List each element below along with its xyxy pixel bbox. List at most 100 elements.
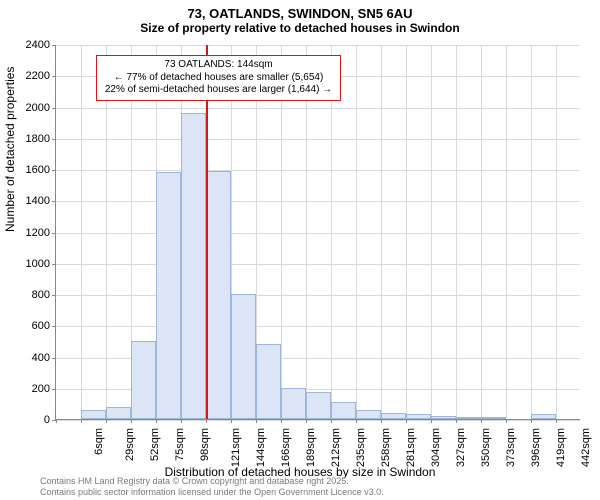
histogram-bar [356, 410, 381, 419]
histogram-bar [181, 113, 206, 419]
xtick-label: 419sqm [555, 428, 567, 467]
annotation-box: 73 OATLANDS: 144sqm← 77% of detached hou… [96, 55, 341, 101]
xtick-label: 327sqm [455, 428, 467, 467]
plot-region: 0200400600800100012001400160018002000220… [55, 45, 580, 420]
gridline-v [406, 45, 407, 419]
xtick-label: 6sqm [92, 428, 104, 455]
ytick-label: 2200 [10, 70, 50, 82]
footer-attribution: Contains HM Land Registry data © Crown c… [40, 476, 384, 498]
ytick-label: 1800 [10, 133, 50, 145]
ytick-mark [52, 76, 56, 77]
xtick-label: 235sqm [355, 428, 367, 467]
xtick-label: 144sqm [255, 428, 267, 467]
xtick-mark [231, 419, 232, 423]
xtick-mark [356, 419, 357, 423]
ytick-mark [52, 170, 56, 171]
xtick-mark [306, 419, 307, 423]
xtick-mark [281, 419, 282, 423]
ytick-label: 200 [10, 383, 50, 395]
gridline-v [356, 45, 357, 419]
xtick-mark [406, 419, 407, 423]
xtick-mark [256, 419, 257, 423]
gridline-h [56, 264, 580, 265]
xtick-label: 98sqm [199, 428, 211, 461]
footer-line-2: Contains public sector information licen… [40, 487, 384, 498]
xtick-label: 29sqm [124, 428, 136, 461]
ytick-mark [52, 108, 56, 109]
ytick-label: 1200 [10, 227, 50, 239]
gridline-v [506, 45, 507, 419]
xtick-label: 121sqm [230, 428, 242, 467]
annotation-line-1: 73 OATLANDS: 144sqm [102, 59, 335, 72]
xtick-mark [456, 419, 457, 423]
gridline-v [331, 45, 332, 419]
histogram-bar [406, 414, 431, 419]
xtick-mark [131, 419, 132, 423]
xtick-mark [81, 419, 82, 423]
xtick-label: 166sqm [280, 428, 292, 467]
gridline-v [431, 45, 432, 419]
histogram-bar [331, 402, 356, 419]
footer-line-1: Contains HM Land Registry data © Crown c… [40, 476, 384, 487]
xtick-label: 258sqm [380, 428, 392, 467]
histogram-bar [531, 414, 556, 419]
ytick-mark [52, 139, 56, 140]
ytick-mark [52, 295, 56, 296]
histogram-bar [481, 417, 506, 419]
xtick-label: 442sqm [580, 428, 592, 467]
histogram-bar [381, 413, 406, 419]
ytick-label: 0 [10, 414, 50, 426]
xtick-mark [556, 419, 557, 423]
gridline-h [56, 326, 580, 327]
xtick-mark [331, 419, 332, 423]
reference-line [206, 45, 208, 419]
gridline-h [56, 420, 580, 421]
histogram-bar [431, 416, 456, 419]
xtick-mark [206, 419, 207, 423]
gridline-v [106, 45, 107, 419]
ytick-label: 1000 [10, 258, 50, 270]
ytick-label: 600 [10, 320, 50, 332]
ytick-label: 1600 [10, 164, 50, 176]
histogram-bar [456, 417, 481, 419]
gridline-v [281, 45, 282, 419]
chart-title-sub: Size of property relative to detached ho… [0, 21, 600, 35]
histogram-bar [106, 407, 131, 420]
gridline-h [56, 201, 580, 202]
xtick-label: 189sqm [305, 428, 317, 467]
ytick-mark [52, 45, 56, 46]
histogram-bar [81, 410, 106, 419]
histogram-bar [306, 392, 331, 419]
xtick-label: 212sqm [330, 428, 342, 467]
histogram-bar [131, 341, 156, 419]
gridline-v [381, 45, 382, 419]
ytick-label: 2400 [10, 39, 50, 51]
gridline-h [56, 170, 580, 171]
histogram-bar [206, 171, 231, 419]
ytick-label: 2000 [10, 102, 50, 114]
gridline-v [556, 45, 557, 419]
ytick-mark [52, 358, 56, 359]
gridline-h [56, 45, 580, 46]
chart-area: 0200400600800100012001400160018002000220… [55, 45, 580, 420]
xtick-mark [481, 419, 482, 423]
gridline-v [481, 45, 482, 419]
ytick-label: 800 [10, 289, 50, 301]
xtick-label: 350sqm [480, 428, 492, 467]
ytick-mark [52, 201, 56, 202]
chart-title-main: 73, OATLANDS, SWINDON, SN5 6AU [0, 6, 600, 21]
xtick-label: 75sqm [174, 428, 186, 461]
ytick-label: 400 [10, 352, 50, 364]
annotation-line-3: 22% of semi-detached houses are larger (… [102, 84, 335, 97]
ytick-mark [52, 326, 56, 327]
gridline-v [306, 45, 307, 419]
xtick-mark [156, 419, 157, 423]
ytick-mark [52, 389, 56, 390]
xtick-mark [431, 419, 432, 423]
annotation-line-2: ← 77% of detached houses are smaller (5,… [102, 72, 335, 85]
xtick-mark [181, 419, 182, 423]
xtick-mark [531, 419, 532, 423]
xtick-label: 373sqm [505, 428, 517, 467]
gridline-v [81, 45, 82, 419]
ytick-mark [52, 233, 56, 234]
